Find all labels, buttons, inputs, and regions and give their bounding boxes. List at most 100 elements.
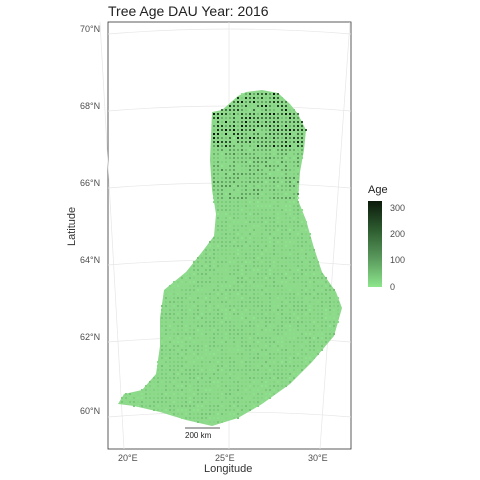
sample-point — [273, 193, 275, 195]
sample-point — [277, 213, 279, 215]
sample-point — [301, 277, 303, 279]
sample-point — [233, 209, 235, 211]
sample-point — [233, 181, 235, 183]
sample-point — [225, 401, 227, 403]
sample-point — [173, 413, 175, 415]
sample-point — [261, 145, 263, 147]
sample-point — [185, 313, 187, 315]
sample-point — [237, 237, 239, 239]
sample-point — [269, 209, 271, 211]
sample-point — [257, 389, 259, 391]
sample-point — [133, 393, 135, 395]
sample-point — [221, 361, 223, 363]
sample-point — [329, 333, 331, 335]
sample-point — [281, 225, 283, 227]
sample-point — [269, 101, 271, 103]
sample-point — [189, 277, 191, 279]
sample-point — [285, 289, 287, 291]
sample-point — [217, 361, 219, 363]
sample-point — [221, 385, 223, 387]
sample-point — [161, 333, 163, 335]
sample-point — [277, 377, 279, 379]
sample-point — [245, 229, 247, 231]
sample-point — [277, 157, 279, 159]
sample-point — [213, 261, 215, 263]
sample-point — [173, 389, 175, 391]
sample-point — [217, 225, 219, 227]
sample-point — [265, 133, 267, 135]
sample-point — [233, 173, 235, 175]
sample-point — [257, 269, 259, 271]
sample-point — [237, 329, 239, 331]
sample-point — [213, 165, 215, 167]
sample-point — [249, 137, 251, 139]
sample-point — [321, 313, 323, 315]
sample-point — [173, 289, 175, 291]
sample-point — [257, 333, 259, 335]
sample-point — [277, 161, 279, 163]
sample-point — [285, 349, 287, 351]
sample-point — [285, 261, 287, 263]
legend-colorbar — [368, 201, 382, 287]
sample-point — [317, 293, 319, 295]
sample-point — [157, 361, 159, 363]
sample-point — [233, 149, 235, 151]
sample-point — [261, 285, 263, 287]
sample-point — [185, 289, 187, 291]
sample-point — [213, 293, 215, 295]
sample-point — [169, 337, 171, 339]
sample-point — [289, 265, 291, 267]
sample-point — [297, 189, 299, 191]
sample-point — [169, 321, 171, 323]
sample-point — [281, 237, 283, 239]
sample-point — [161, 393, 163, 395]
sample-point — [233, 325, 235, 327]
sample-point — [241, 329, 243, 331]
sample-point — [233, 301, 235, 303]
sample-point — [261, 177, 263, 179]
sample-point — [225, 181, 227, 183]
sample-point — [261, 193, 263, 195]
sample-point — [213, 189, 215, 191]
sample-point — [213, 405, 215, 407]
sample-point — [169, 357, 171, 359]
sample-point — [289, 105, 291, 107]
sample-point — [201, 329, 203, 331]
graticule-lon-line — [99, 21, 125, 450]
sample-point — [229, 293, 231, 295]
sample-point — [249, 325, 251, 327]
sample-point — [249, 113, 251, 115]
sample-point — [157, 373, 159, 375]
sample-points — [121, 93, 339, 423]
sample-point — [289, 173, 291, 175]
sample-point — [317, 345, 319, 347]
sample-point — [185, 281, 187, 283]
sample-point — [289, 133, 291, 135]
sample-point — [185, 317, 187, 319]
sample-point — [269, 181, 271, 183]
sample-point — [253, 297, 255, 299]
sample-point — [293, 109, 295, 111]
sample-point — [285, 105, 287, 107]
sample-point — [245, 377, 247, 379]
sample-point — [261, 93, 263, 95]
sample-point — [213, 145, 215, 147]
sample-point — [281, 349, 283, 351]
sample-point — [277, 313, 279, 315]
sample-point — [177, 317, 179, 319]
sample-point — [249, 241, 251, 243]
sample-point — [325, 285, 327, 287]
sample-point — [293, 269, 295, 271]
sample-point — [249, 297, 251, 299]
sample-point — [205, 373, 207, 375]
sample-point — [201, 381, 203, 383]
sample-point — [185, 401, 187, 403]
sample-point — [133, 405, 135, 407]
sample-point — [313, 321, 315, 323]
sample-point — [245, 221, 247, 223]
sample-point — [281, 325, 283, 327]
sample-point — [201, 393, 203, 395]
sample-point — [257, 313, 259, 315]
sample-point — [305, 233, 307, 235]
sample-point — [141, 389, 143, 391]
